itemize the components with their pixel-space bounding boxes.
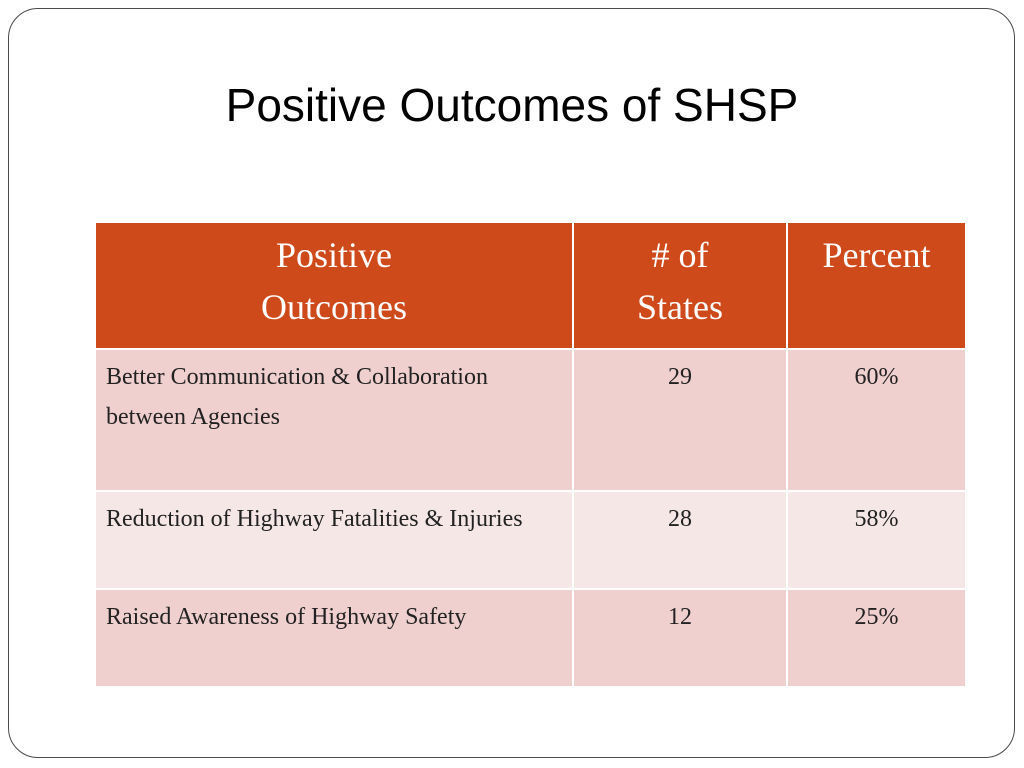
outcomes-table: Positive Outcomes # of States Percent Be…	[94, 221, 967, 688]
table-row: Reduction of Highway Fatalities & Injuri…	[94, 490, 967, 590]
table-header-row: Positive Outcomes # of States Percent	[94, 221, 967, 350]
outcome-cell: Reduction of Highway Fatalities & Injuri…	[94, 490, 574, 590]
states-cell: 12	[572, 588, 788, 688]
table-row: Better Communication & Collaboration bet…	[94, 348, 967, 492]
header-line: # of	[651, 235, 709, 275]
percent-cell: 60%	[786, 348, 967, 492]
header-line: States	[637, 287, 723, 328]
header-percent: Percent	[786, 221, 967, 350]
outcome-cell: Raised Awareness of Highway Safety	[94, 588, 574, 688]
outcome-cell: Better Communication & Collaboration bet…	[94, 348, 574, 492]
header-line: Outcomes	[261, 287, 407, 328]
states-cell: 29	[572, 348, 788, 492]
header-number-of-states: # of States	[572, 221, 788, 350]
header-line: Positive	[275, 235, 392, 275]
states-cell: 28	[572, 490, 788, 590]
header-positive-outcomes: Positive Outcomes	[94, 221, 574, 350]
header-line: Percent	[822, 235, 931, 275]
table-row: Raised Awareness of Highway Safety 12 25…	[94, 588, 967, 688]
slide-title: Positive Outcomes of SHSP	[225, 79, 799, 131]
percent-cell: 25%	[786, 588, 967, 688]
percent-cell: 58%	[786, 490, 967, 590]
